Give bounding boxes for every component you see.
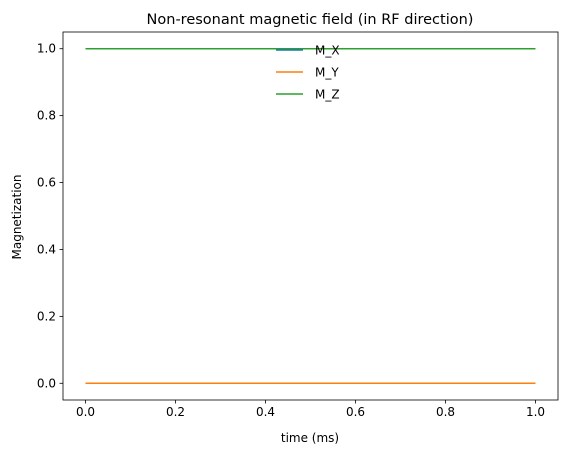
y-tick-label: 0.0 (37, 376, 56, 390)
y-axis-label: Magnetization (10, 175, 24, 260)
x-tick-label: 1.0 (526, 405, 545, 419)
x-tick-label: 0.2 (166, 405, 185, 419)
x-tick-label: 0.8 (436, 405, 455, 419)
legend-label-m-y: M_Y (315, 66, 339, 80)
y-tick-label: 1.0 (37, 42, 56, 56)
x-tick-label: 0.4 (256, 405, 275, 419)
legend-label-m-z: M_Z (315, 88, 340, 102)
axes-frame (62, 31, 559, 401)
x-axis-label: time (ms) (281, 431, 339, 445)
legend-label-m-x: M_X (315, 44, 340, 58)
chart-title: Non-resonant magnetic field (in RF direc… (147, 12, 474, 28)
plot-area: 0.0 0.2 0.4 0.6 0.8 1.0 0.0 0.2 0.4 0.6 0.8 1.0 M_X M… (37, 31, 559, 419)
y-tick-label: 0.4 (37, 242, 56, 256)
y-tick-label: 0.8 (37, 109, 56, 123)
x-tick-label: 0.6 (346, 405, 365, 419)
y-tick-label: 0.2 (37, 309, 56, 323)
x-tick-label: 0.0 (76, 405, 95, 419)
y-tick-label: 0.6 (37, 176, 56, 190)
